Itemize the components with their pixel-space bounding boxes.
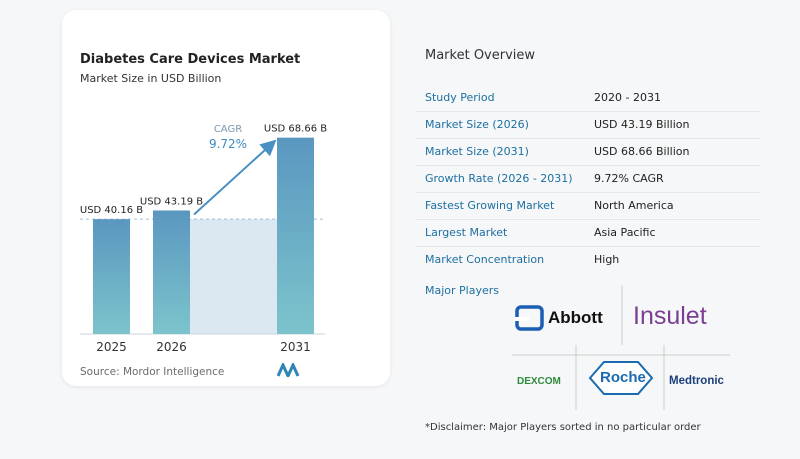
- row-key: Market Concentration: [416, 245, 584, 273]
- row-value: High: [584, 245, 760, 273]
- cagr-label: CAGR: [214, 124, 242, 135]
- medtronic-logo: Medtronic: [669, 375, 724, 387]
- x-tick-label: 2031: [280, 340, 311, 354]
- abbott-logo: Abbott: [548, 308, 603, 327]
- abbott-icon: [515, 305, 544, 331]
- major-players-label: Major Players: [425, 284, 499, 297]
- row-value: USD 68.66 Billion: [584, 137, 760, 165]
- mordor-logo-icon: [277, 363, 300, 377]
- disclaimer: *Disclaimer: Major Players sorted in no …: [425, 422, 701, 433]
- chart-title: Diabetes Care Devices Market: [80, 52, 301, 67]
- roche-icon: [588, 361, 654, 395]
- overview-title: Market Overview: [425, 48, 536, 63]
- dexcom-logo: DEXCOM: [517, 376, 561, 387]
- bar: [277, 137, 314, 334]
- insulet-logo: Insulet: [633, 302, 707, 330]
- row-value: 9.72% CAGR: [584, 164, 760, 192]
- table-row: Growth Rate (2026 - 2031) 9.72% CAGR: [416, 164, 760, 192]
- cagr-arrow: [193, 139, 277, 216]
- overview-table: Study Period 2020 - 2031 Market Size (202…: [416, 84, 760, 273]
- row-key: Market Size (2026): [416, 110, 584, 138]
- x-tick-label: 2025: [96, 340, 127, 354]
- row-key: Growth Rate (2026 - 2031): [416, 164, 584, 192]
- chart-subtitle: Market Size in USD Billion: [80, 72, 222, 85]
- bar-data-label: USD 40.16 B: [80, 205, 143, 216]
- row-key: Study Period: [425, 90, 495, 104]
- growth-region: [190, 219, 277, 334]
- x-tick-label: 2026: [156, 340, 187, 354]
- row-value: North America: [584, 191, 760, 219]
- source-note: Source: Mordor Intelligence: [80, 366, 225, 378]
- cagr-value: 9.72%: [209, 137, 247, 151]
- row-key: Fastest Growing Market: [416, 191, 584, 219]
- row-value: USD 43.19 Billion: [584, 110, 760, 138]
- bar: [153, 210, 190, 334]
- roche-logo: Roche: [600, 369, 646, 386]
- row-value: 2020 - 2031: [594, 90, 661, 104]
- row-key: Market Size (2031): [416, 137, 584, 165]
- bar: [93, 219, 130, 334]
- table-row: Largest Market Asia Pacific: [416, 218, 760, 246]
- bar-data-label: USD 43.19 B: [140, 196, 203, 207]
- table-row: Study Period 2020 - 2031: [416, 84, 760, 111]
- table-row: Market Concentration High: [416, 245, 760, 273]
- table-row: Market Size (2026) USD 43.19 Billion: [416, 110, 760, 138]
- row-key: Largest Market: [416, 218, 584, 246]
- row-value: Asia Pacific: [584, 218, 760, 246]
- bar-data-label: USD 68.66 B: [264, 124, 327, 135]
- table-row: Market Size (2031) USD 68.66 Billion: [416, 137, 760, 165]
- table-row: Fastest Growing Market North America: [416, 191, 760, 219]
